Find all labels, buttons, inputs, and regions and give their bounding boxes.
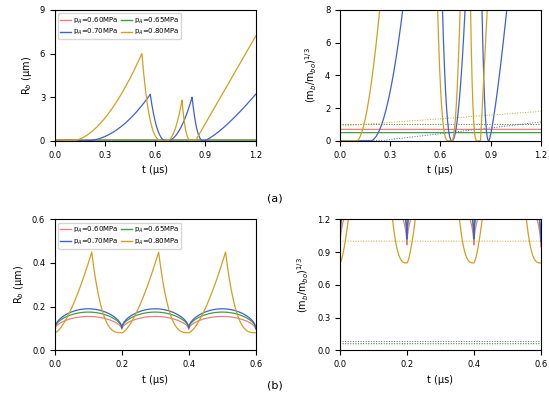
X-axis label: t (μs): t (μs) [142, 165, 169, 175]
X-axis label: t (μs): t (μs) [427, 165, 453, 175]
X-axis label: t (μs): t (μs) [142, 375, 169, 384]
Legend: p$_A$=0.60MPa, p$_A$=0.70MPa, p$_A$=0.65MPa, p$_A$=0.80MPa: p$_A$=0.60MPa, p$_A$=0.70MPa, p$_A$=0.65… [58, 223, 181, 249]
Y-axis label: (m$_b$/m$_{bo}$)$^{1/3}$: (m$_b$/m$_{bo}$)$^{1/3}$ [296, 257, 311, 313]
X-axis label: t (μs): t (μs) [427, 375, 453, 384]
Y-axis label: R$_b$ (μm): R$_b$ (μm) [13, 265, 26, 304]
Text: (b): (b) [267, 380, 282, 390]
Text: (a): (a) [267, 193, 282, 203]
Y-axis label: R$_b$ (μm): R$_b$ (μm) [20, 56, 34, 95]
Y-axis label: (m$_b$/m$_{bo}$)$^{1/3}$: (m$_b$/m$_{bo}$)$^{1/3}$ [304, 47, 320, 103]
Legend: p$_A$=0.60MPa, p$_A$=0.70MPa, p$_A$=0.65MPa, p$_A$=0.80MPa: p$_A$=0.60MPa, p$_A$=0.70MPa, p$_A$=0.65… [58, 14, 181, 39]
